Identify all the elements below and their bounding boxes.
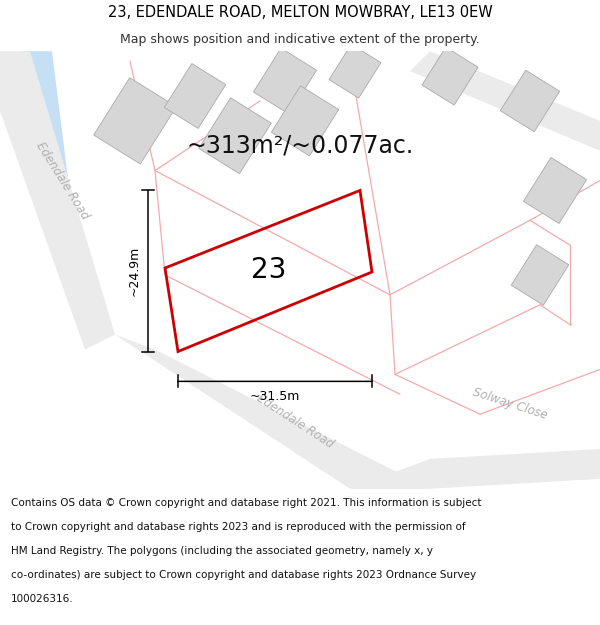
Text: Map shows position and indicative extent of the property.: Map shows position and indicative extent…: [120, 34, 480, 46]
Polygon shape: [199, 98, 271, 174]
Polygon shape: [164, 64, 226, 129]
Text: ~31.5m: ~31.5m: [250, 390, 300, 403]
Polygon shape: [0, 51, 115, 349]
Polygon shape: [329, 44, 381, 98]
Text: 100026316.: 100026316.: [11, 594, 73, 604]
Text: Edendale Road: Edendale Road: [254, 391, 336, 451]
Polygon shape: [271, 86, 338, 156]
Polygon shape: [500, 70, 560, 132]
Polygon shape: [350, 449, 600, 489]
Polygon shape: [22, 51, 72, 211]
Polygon shape: [115, 334, 430, 489]
Text: ~24.9m: ~24.9m: [128, 246, 141, 296]
Text: 23, EDENDALE ROAD, MELTON MOWBRAY, LE13 0EW: 23, EDENDALE ROAD, MELTON MOWBRAY, LE13 …: [107, 5, 493, 20]
Text: Edendale Road: Edendale Road: [33, 139, 91, 222]
Text: ~313m²/~0.077ac.: ~313m²/~0.077ac.: [187, 134, 413, 158]
Text: HM Land Registry. The polygons (including the associated geometry, namely x, y: HM Land Registry. The polygons (includin…: [11, 546, 433, 556]
Polygon shape: [422, 47, 478, 105]
Polygon shape: [253, 48, 317, 114]
Text: to Crown copyright and database rights 2023 and is reproduced with the permissio: to Crown copyright and database rights 2…: [11, 522, 466, 532]
Polygon shape: [410, 51, 600, 151]
Polygon shape: [523, 158, 587, 224]
Text: co-ordinates) are subject to Crown copyright and database rights 2023 Ordnance S: co-ordinates) are subject to Crown copyr…: [11, 570, 476, 580]
Text: Contains OS data © Crown copyright and database right 2021. This information is : Contains OS data © Crown copyright and d…: [11, 498, 481, 508]
Text: 23: 23: [251, 256, 286, 284]
Text: Solway Close: Solway Close: [471, 386, 549, 423]
Polygon shape: [94, 78, 176, 164]
Polygon shape: [511, 245, 569, 305]
